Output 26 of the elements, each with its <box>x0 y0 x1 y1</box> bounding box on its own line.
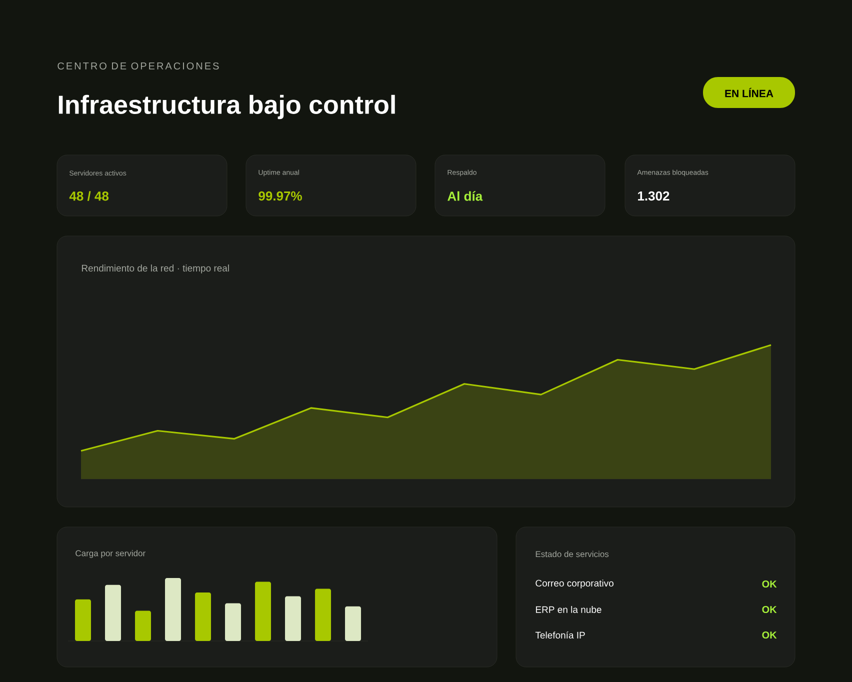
text: Estado de servicios <box>536 550 609 558</box>
bar <box>285 596 302 641</box>
bar <box>345 606 362 641</box>
text: 1.302 <box>638 191 670 201</box>
text: ERP en la nube <box>536 606 602 613</box>
text: OK <box>762 631 777 639</box>
bar <box>135 610 152 641</box>
text: CENTRO DE OPERACIONES <box>58 62 219 70</box>
text: OK <box>762 606 777 614</box>
text: Al día <box>448 191 483 201</box>
text: Telefonía IP <box>535 631 585 639</box>
bar <box>225 603 242 641</box>
text: Correo corporativo <box>536 580 614 588</box>
bar <box>315 588 332 641</box>
text: Infraestructura bajo control <box>58 94 395 120</box>
bar <box>105 584 122 641</box>
chart-title: Rendimiento de la red · tiempo real <box>82 264 229 274</box>
text: 48 / 48 <box>69 191 109 201</box>
text: OK <box>762 580 777 588</box>
chart-title: Carga por servidor <box>76 550 146 558</box>
text: 99.97% <box>258 191 302 201</box>
bar <box>75 599 91 641</box>
text: EN LÍNEA <box>725 88 774 98</box>
bar <box>255 582 272 641</box>
bar <box>195 592 212 641</box>
bar <box>165 578 182 641</box>
